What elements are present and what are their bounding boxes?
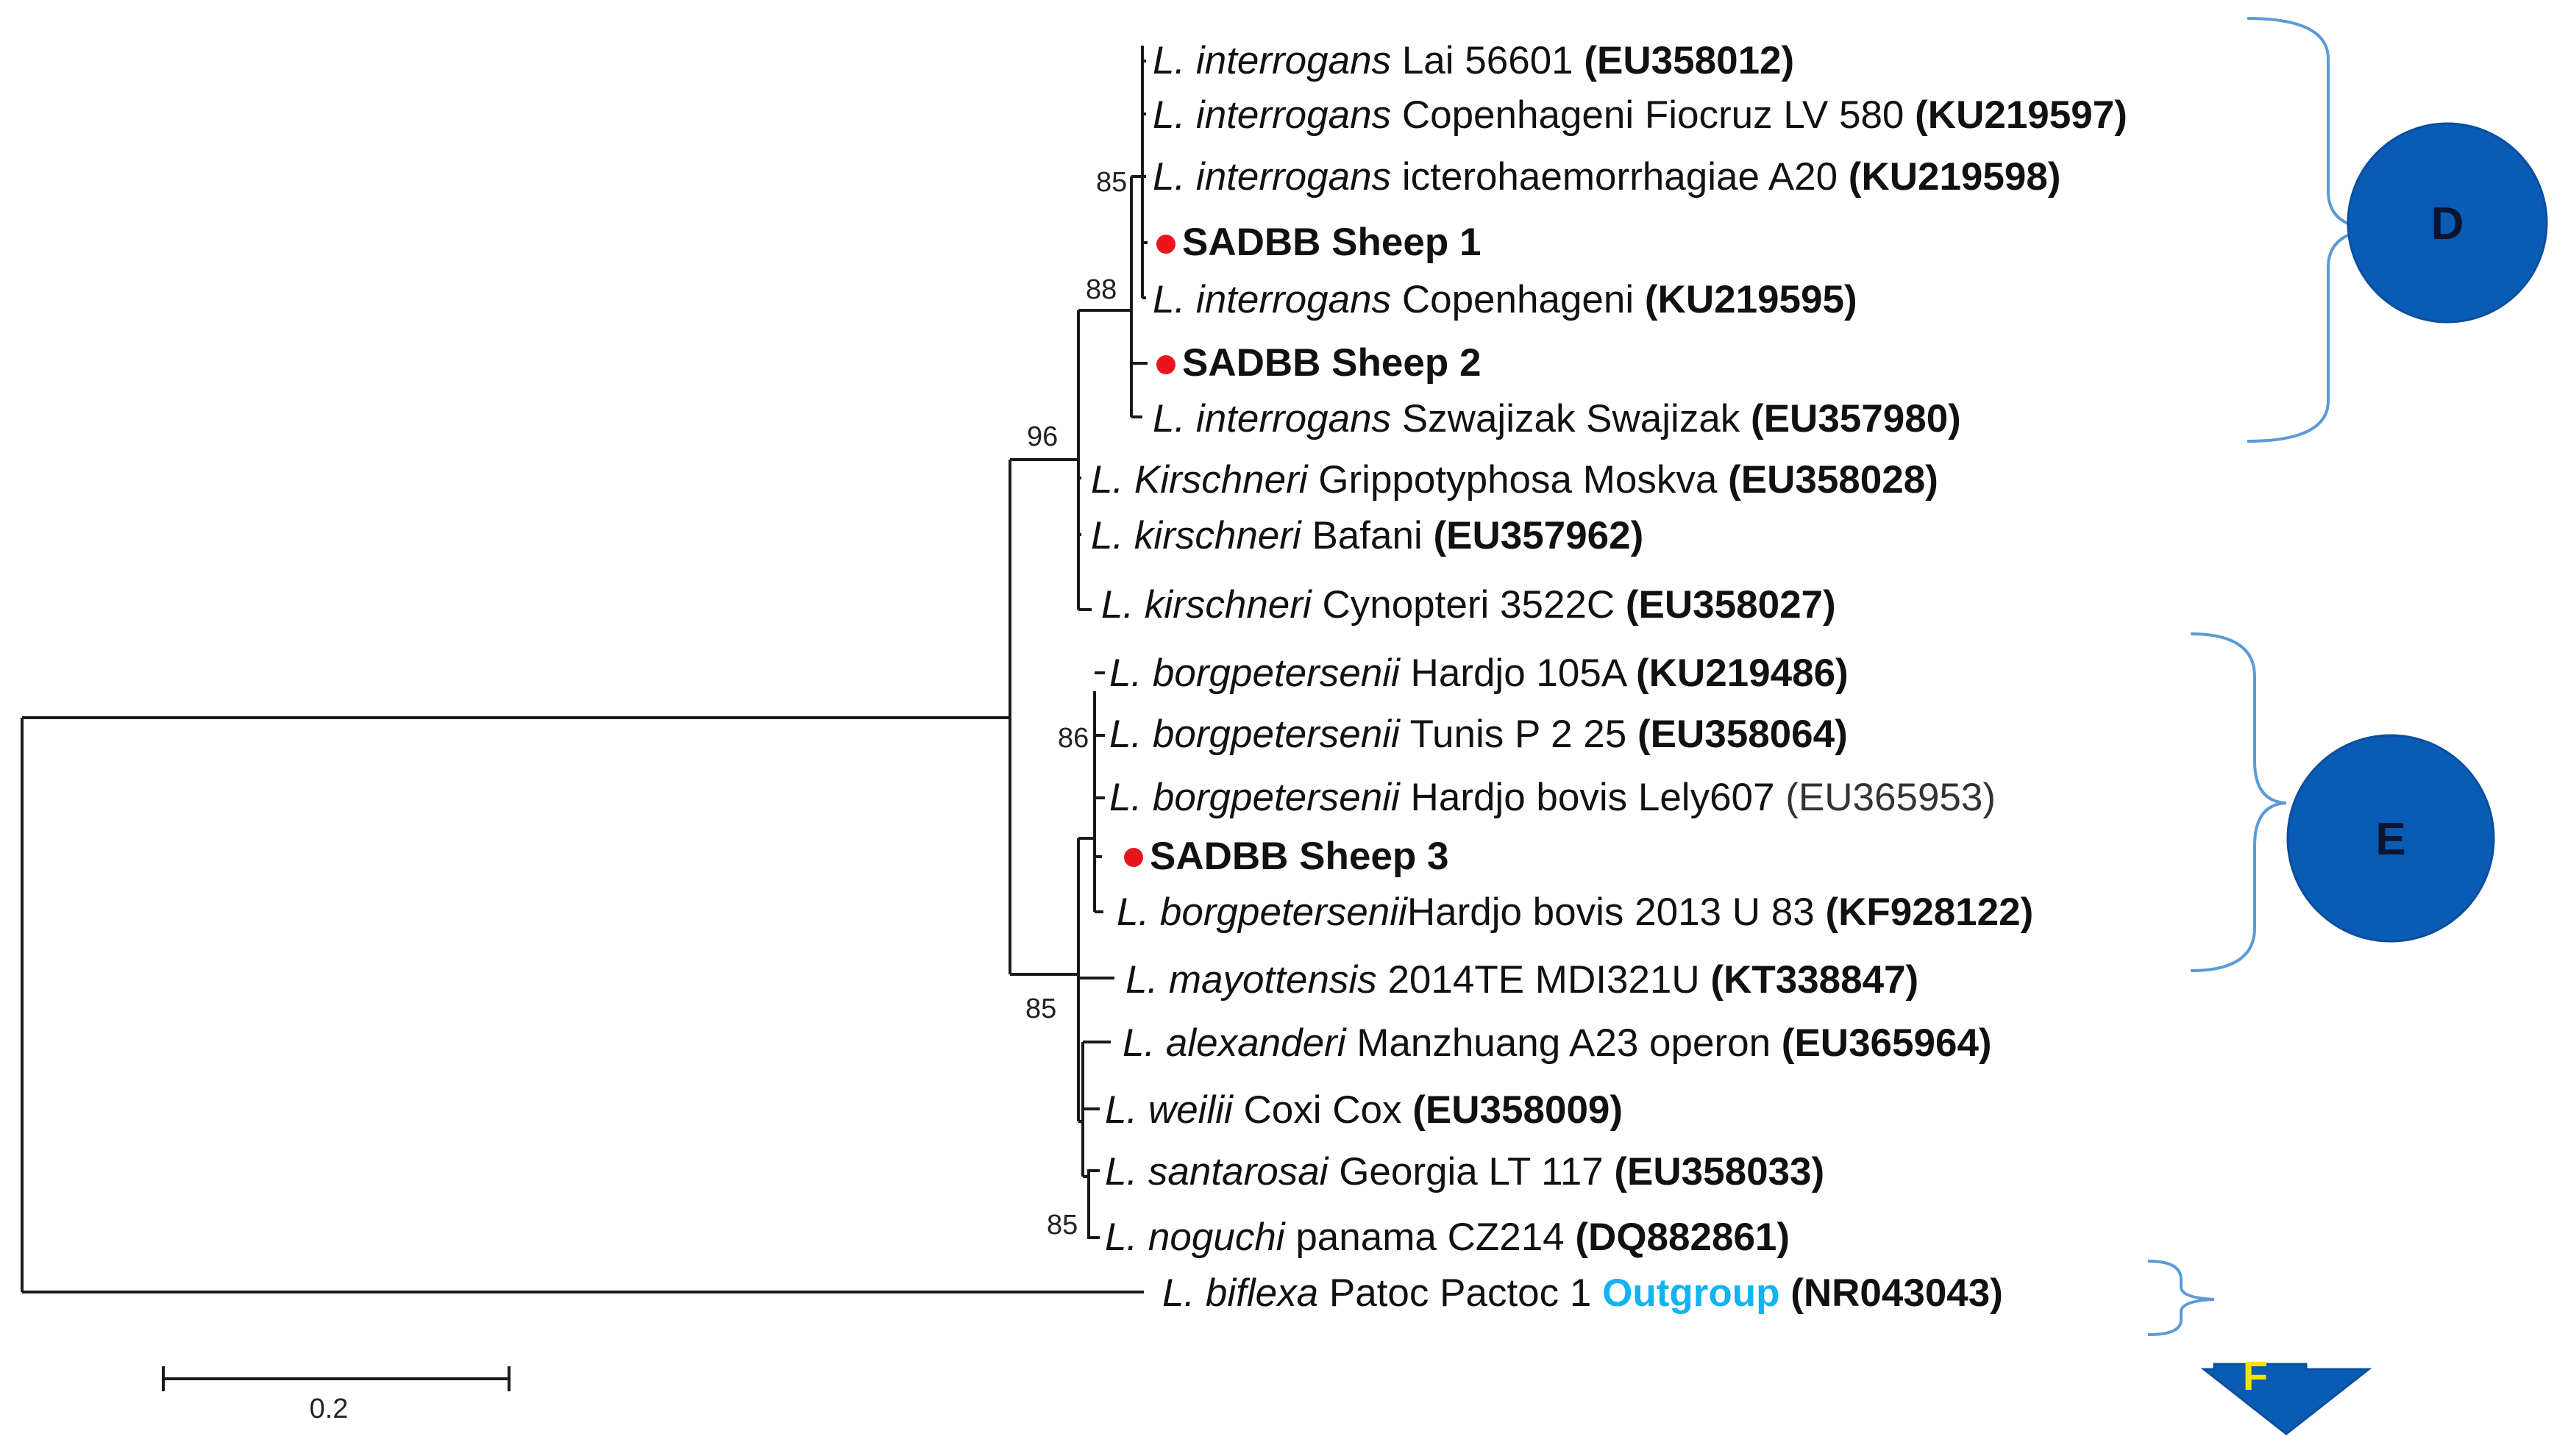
- taxon-label: L. interrogans Szwajizak Swajizak (EU357…: [1153, 397, 1961, 440]
- bootstrap-value: 86: [1058, 723, 1089, 754]
- clade-f-label: F: [2243, 1352, 2268, 1399]
- clade-bracket: [2190, 632, 2287, 972]
- sample-marker: [1124, 848, 1143, 867]
- bootstrap-value: 96: [1027, 421, 1058, 452]
- taxon-label: L. interrogans Copenhageni Fiocruz LV 58…: [1153, 93, 2127, 137]
- own-sample-label: SADBB Sheep 2: [1182, 341, 1481, 385]
- sample-marker: [1156, 235, 1175, 254]
- taxon-label: L. interrogans icterohaemorrhagiae A20 (…: [1153, 155, 2061, 199]
- taxon-label: L. Kirschneri Grippotyphosa Moskva (EU35…: [1091, 458, 1938, 502]
- taxon-label: L. mayottensis 2014TE MDI321U (KT338847): [1125, 958, 1918, 1002]
- tree-branches: [21, 46, 1148, 1293]
- sample-markers: [1124, 235, 1175, 867]
- clade-d-label: D: [2431, 199, 2464, 249]
- taxon-label: L. noguchi panama CZ214 (DQ882861): [1105, 1216, 1790, 1259]
- sample-marker: [1156, 355, 1175, 374]
- bootstrap-value: 85: [1025, 993, 1056, 1024]
- bootstrap-value: 85: [1096, 167, 1127, 198]
- taxon-label: L. borgpetersenii Tunis P 2 25 (EU358064…: [1109, 713, 1848, 756]
- bootstrap-value: 88: [1086, 274, 1117, 305]
- clade-e-label: E: [2375, 814, 2405, 865]
- own-sample-label: SADBB Sheep 3: [1150, 835, 1448, 878]
- taxon-label: L. borgpeterseniiHardjo bovis 2013 U 83 …: [1117, 891, 2033, 934]
- bootstrap-values: 85 88 96 86 85 85: [1025, 167, 1127, 1241]
- own-sample-label: SADBB Sheep 1: [1182, 221, 1481, 264]
- taxon-label: L. interrogans Lai 56601 (EU358012): [1153, 39, 1794, 82]
- scale-bar-label: 0.2: [310, 1393, 349, 1424]
- taxon-label: L. kirschneri Cynopteri 3522C (EU358027): [1101, 583, 1836, 627]
- taxon-label: L. borgpetersenii Hardjo 105A (KU219486): [1109, 652, 1849, 695]
- taxon-label: L. santarosai Georgia LT 117 (EU358033): [1105, 1150, 1824, 1193]
- clade-d: D: [2247, 17, 2548, 443]
- taxon-label: L. interrogans Copenhageni (KU219595): [1153, 278, 1857, 321]
- taxon-label: L. borgpetersenii Hardjo bovis Lely607 (…: [1109, 776, 1996, 819]
- taxon-label: L. kirschneri Bafani (EU357962): [1091, 514, 1643, 557]
- scale-bar: 0.2: [162, 1366, 511, 1424]
- clade-e: E: [2190, 632, 2495, 972]
- clade-d-circle: [2347, 122, 2548, 324]
- taxon-label: L. alexanderi Manzhuang A23 operon (EU36…: [1123, 1021, 1992, 1065]
- outgroup-label: L. biflexa Patoc Pactoc 1 Outgroup (NR04…: [1162, 1271, 2003, 1315]
- clade-bracket: [2147, 1260, 2215, 1336]
- clade-f: F: [2147, 1260, 2372, 1435]
- clade-e-circle: [2286, 734, 2495, 943]
- bootstrap-value: 85: [1047, 1210, 1078, 1241]
- taxon-label: L. weilii Coxi Cox (EU358009): [1105, 1088, 1623, 1132]
- clade-f-arrow: [2200, 1363, 2372, 1435]
- taxon-labels: L. interrogans Lai 56601 (EU358012) L. i…: [1091, 39, 2127, 1315]
